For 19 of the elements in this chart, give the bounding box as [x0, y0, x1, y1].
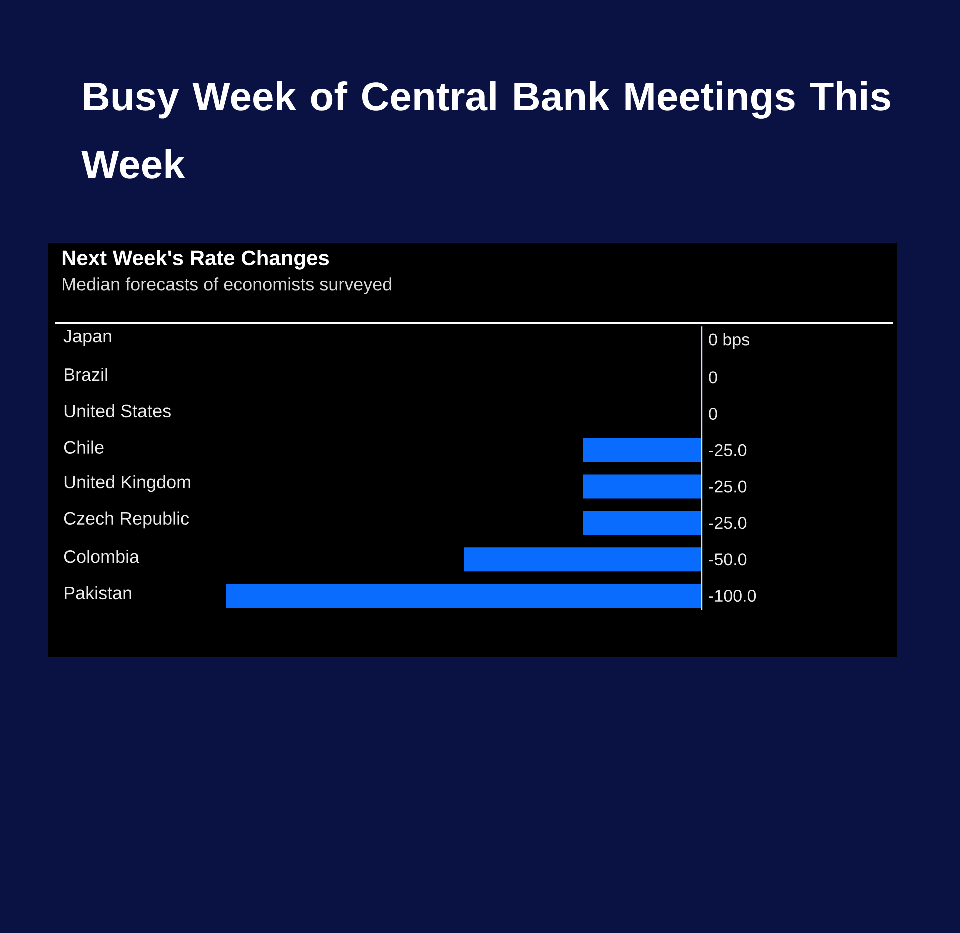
- chart-subtitle: Next Week's Rate Changes: [62, 250, 330, 270]
- data-label: -100.0: [709, 590, 756, 602]
- data-label: -25.0: [709, 480, 747, 493]
- y-tick-label: United States: [64, 404, 171, 418]
- data-label: 0: [709, 372, 718, 384]
- data-label: -50.0: [709, 554, 747, 566]
- y-tick-label: Chile: [64, 440, 104, 454]
- data-label: 0 bps: [709, 333, 750, 350]
- y-tick-label: Brazil: [65, 368, 108, 382]
- y-tick-label: Pakistan: [65, 586, 132, 600]
- data-label: -25.0: [709, 517, 747, 530]
- text: Median forecasts of economists surveyed: [63, 278, 392, 294]
- y-tick-label: United Kingdom: [64, 475, 190, 492]
- data-label: -25.0: [709, 444, 747, 456]
- y-tick-label: Japan: [64, 330, 112, 346]
- y-tick-label: Czech Republic: [64, 512, 190, 529]
- data-label: 0: [709, 408, 718, 420]
- y-tick-label: Colombia: [64, 550, 140, 564]
- chart-title: Busy Week of Central Bank Meetings This Week: [82, 82, 890, 179]
